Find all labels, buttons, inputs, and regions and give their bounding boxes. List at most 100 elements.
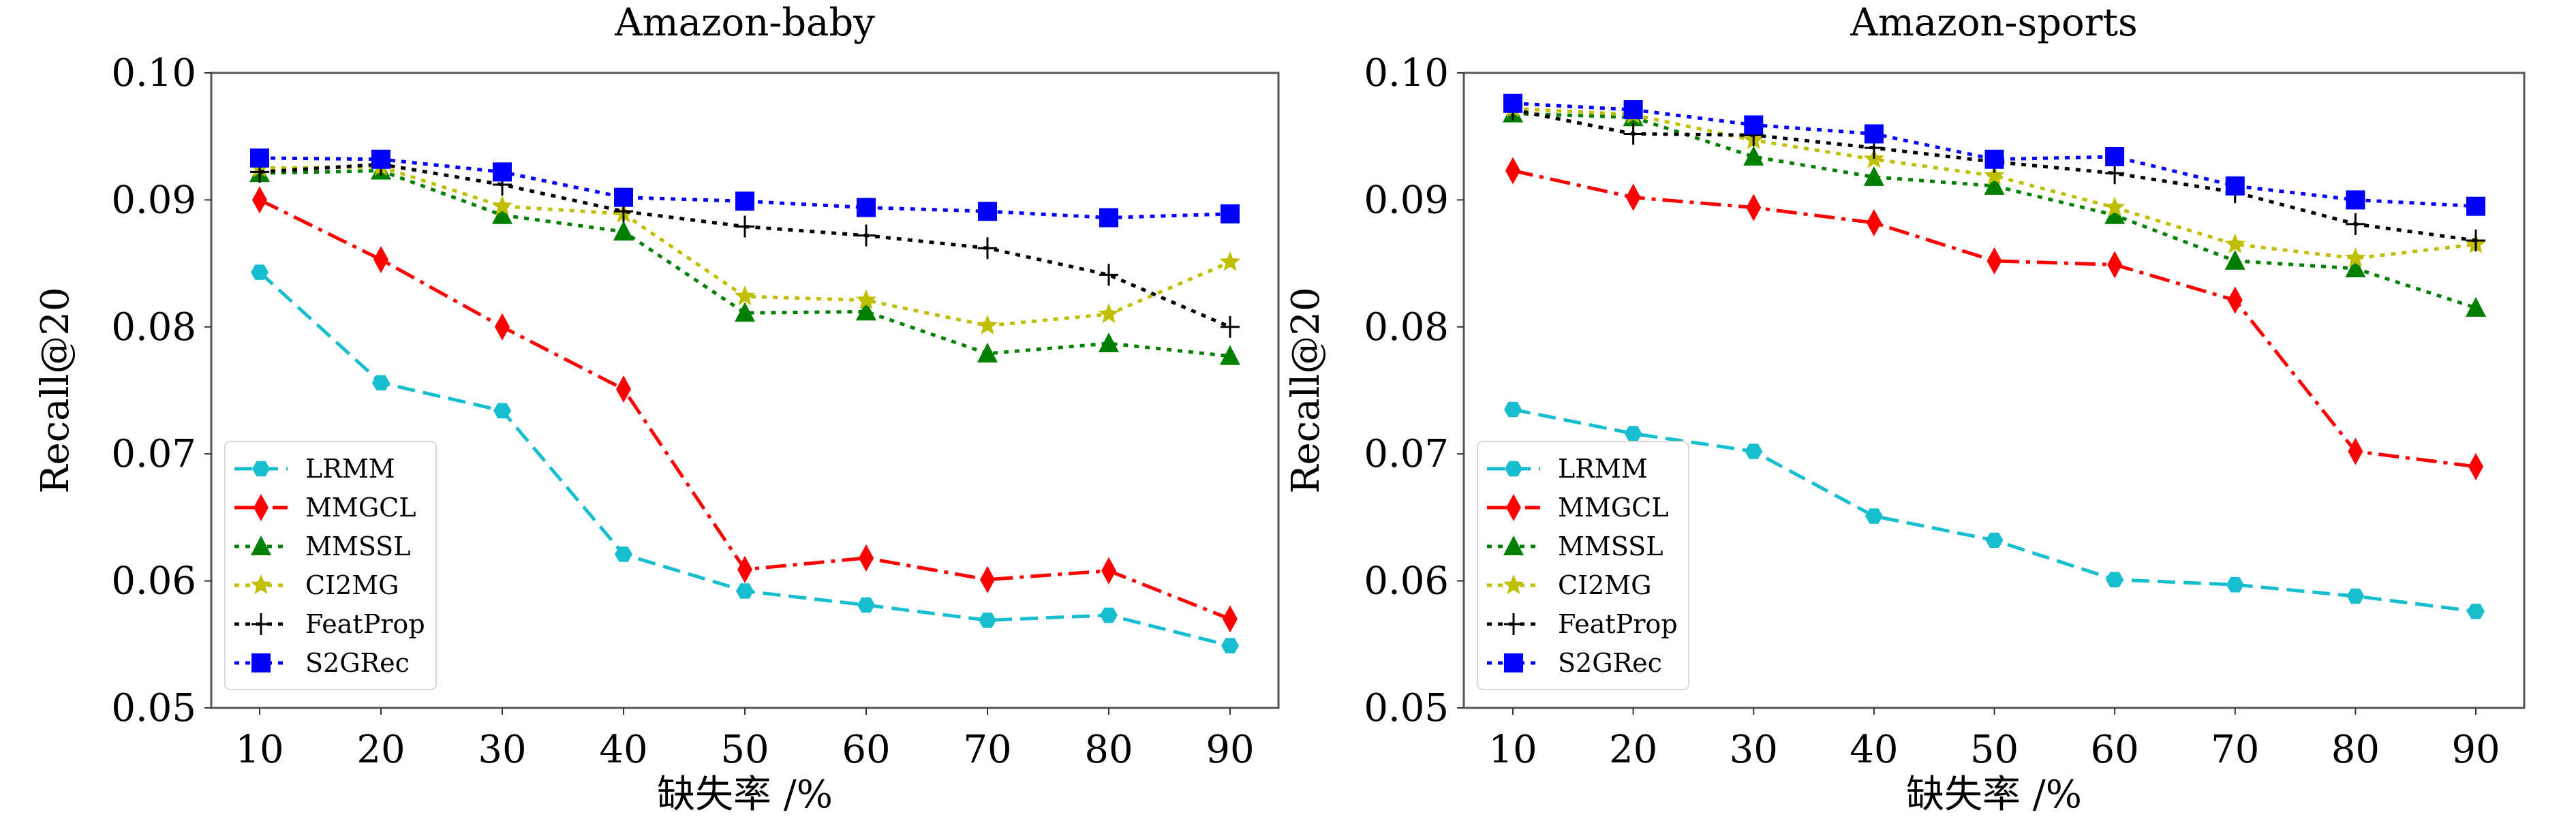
data-point (2345, 258, 2366, 278)
x-tick-label: 80 (2331, 728, 2380, 772)
data-point (735, 302, 755, 322)
data-point (1100, 607, 1118, 623)
series-lrmm (1504, 401, 2485, 619)
data-point (2466, 230, 2485, 252)
series-line (1512, 112, 2477, 310)
y-tick-label: 0.09 (111, 178, 196, 222)
series-line (1512, 108, 2477, 243)
data-point (2468, 452, 2483, 480)
chart-panel-1: Amazon-baby 0.05 0.06 0.07 0.08 0.09 0.10 10 20 3… (33, 1, 1280, 817)
data-point (2224, 249, 2245, 270)
data-point (2226, 576, 2244, 593)
series-s2grec (250, 148, 1240, 228)
data-point (1623, 123, 1643, 145)
chart-panel-2: Amazon-sports 0.05 0.06 0.07 0.08 0.09 0.10 10 2… (1284, 1, 2526, 817)
y-tick-label: 0.09 (1364, 178, 1449, 222)
data-point (1099, 208, 1118, 228)
data-point (372, 375, 390, 391)
legend-label: MMGCL (305, 493, 416, 523)
legend-item: FeatProp (1487, 609, 1678, 639)
data-point (492, 204, 512, 224)
series-mmgcl (1505, 157, 2483, 480)
x-tick-label: 20 (356, 728, 405, 772)
chart-title: Amazon-sports (1850, 1, 2137, 45)
data-point (1099, 332, 1119, 353)
data-point (615, 546, 632, 562)
data-point (1864, 124, 1884, 144)
data-point (978, 202, 997, 221)
y-axis-label: Recall@20 (1284, 287, 1328, 493)
data-point (734, 285, 756, 305)
data-point (1984, 165, 2005, 185)
data-point (493, 403, 511, 419)
y-tick-label: 0.05 (1364, 686, 1449, 730)
legend-box (224, 441, 437, 690)
series-mmssl (249, 159, 1240, 365)
data-point (491, 195, 513, 215)
data-point (613, 221, 634, 241)
x-tick-label: 50 (720, 728, 769, 772)
data-point (857, 198, 876, 217)
legend-item: CI2MG (1487, 570, 1652, 600)
x-tick-label: 40 (1850, 728, 1898, 772)
series-mmssl (1503, 102, 2486, 317)
legend-marker-hexagon-icon (1505, 461, 1522, 477)
data-point (1625, 183, 1641, 211)
data-point (1099, 264, 1118, 286)
data-point (2227, 286, 2243, 314)
legend-marker-square-icon (1504, 653, 1523, 672)
data-point (2107, 251, 2123, 279)
data-point (2466, 196, 2485, 216)
data-point (977, 342, 998, 362)
legend-marker-square-icon (251, 653, 271, 672)
y-tick-label: 0.06 (111, 559, 196, 604)
data-point (980, 566, 995, 593)
data-point (1221, 315, 1240, 338)
data-point (371, 149, 390, 169)
x-tick-label: 30 (1730, 728, 1778, 772)
series-line (1512, 106, 2477, 260)
data-point (1504, 401, 1522, 418)
legend-label: MMGCL (1558, 493, 1668, 523)
y-axis-label: Recall@20 (33, 287, 78, 493)
data-point (736, 583, 754, 599)
legend-marker-hexagon-icon (252, 461, 270, 477)
data-point (1505, 157, 1520, 185)
legend-item: MMGCL (234, 493, 416, 523)
data-point (856, 300, 876, 321)
data-point (1866, 208, 1882, 236)
y-tick-label: 0.10 (111, 51, 196, 95)
data-point (1101, 557, 1116, 585)
x-axis-label: 缺失率 /% (1906, 773, 2082, 817)
data-point (737, 555, 752, 583)
data-point (2346, 213, 2365, 235)
data-point (2345, 247, 2366, 268)
x-tick-label: 10 (235, 728, 283, 772)
data-point (1219, 251, 1241, 271)
x-tick-label: 90 (1206, 728, 1254, 772)
data-point (2467, 604, 2485, 619)
y-tick-label: 0.08 (1364, 305, 1449, 350)
data-point (493, 162, 512, 182)
data-point (373, 246, 388, 274)
data-point (735, 191, 754, 211)
data-point (2105, 147, 2125, 167)
data-point (2466, 296, 2486, 317)
y-tick-label: 0.05 (111, 686, 196, 730)
legend-item: CI2MG (234, 570, 399, 600)
data-point (2348, 437, 2363, 465)
data-point (2104, 196, 2126, 217)
data-point (2106, 572, 2124, 587)
y-tick-label: 0.07 (1364, 432, 1449, 476)
legend-box (1477, 441, 1689, 690)
data-point (251, 264, 269, 280)
data-point (1623, 100, 1643, 120)
legend-label: MMSSL (305, 531, 410, 561)
data-point (1984, 174, 2005, 195)
data-point (1987, 247, 2002, 275)
data-point (855, 289, 877, 309)
legend-marker-triangle-icon (1503, 536, 1524, 555)
x-tick-label: 40 (599, 728, 647, 772)
x-tick-label: 60 (842, 728, 890, 772)
